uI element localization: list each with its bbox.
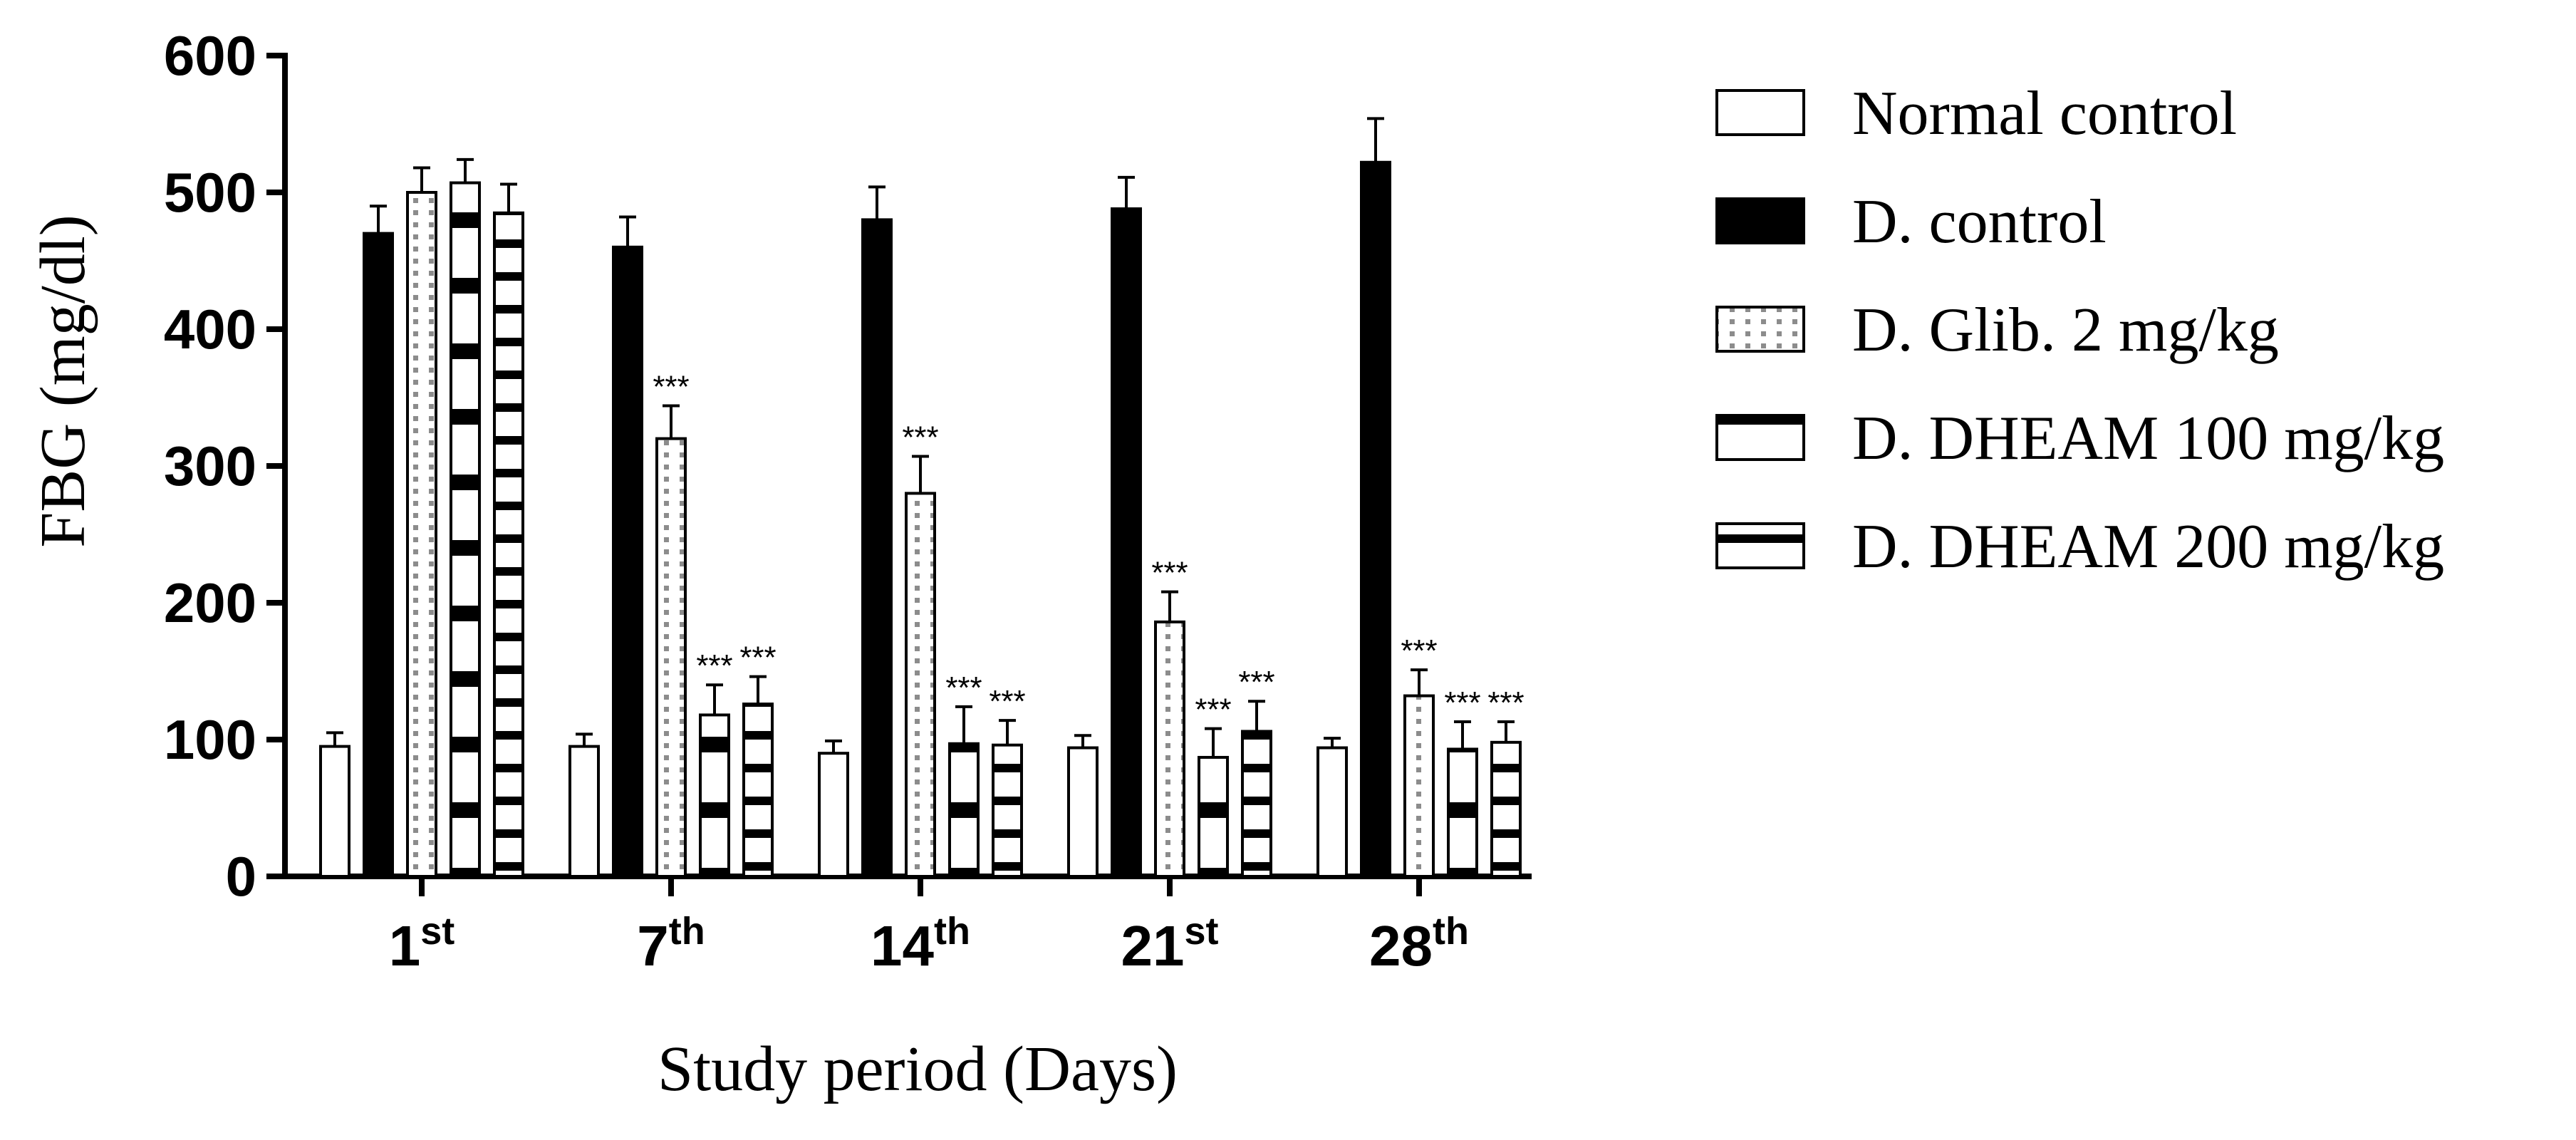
bar-plain: [1067, 746, 1099, 879]
significance-marker: ***: [989, 684, 1025, 719]
bar-plain: [818, 752, 849, 878]
y-tick-label: 600: [164, 24, 256, 87]
legend: Normal control D. control D. Glib. 2 mg/kg…: [1715, 79, 2444, 581]
significance-marker: ***: [653, 370, 689, 405]
x-tick-label: 1st: [389, 910, 455, 978]
bar-dots: [1403, 694, 1435, 878]
bar-plain: [1316, 746, 1348, 879]
legend-swatch-blocks: [1715, 414, 1805, 461]
bar-plain: [319, 745, 350, 878]
bar-solid: [1360, 160, 1391, 878]
bar-stripes: [1241, 730, 1272, 878]
bar-dots: [905, 492, 936, 878]
legend-label: D. DHEAM 200 mg/kg: [1852, 512, 2444, 581]
legend-label: D. DHEAM 100 mg/kg: [1852, 404, 2444, 473]
x-tick-label: 7th: [637, 910, 705, 978]
legend-label: D. Glib. 2 mg/kg: [1852, 296, 2279, 365]
x-axis: 1st 7th 14th 21st 28th: [282, 874, 1532, 978]
significance-marker: ***: [1151, 556, 1188, 591]
significance-marker: ***: [739, 641, 776, 675]
bars-layer: [319, 160, 1522, 879]
bar-blocks: [699, 713, 730, 878]
x-tick-label: 28th: [1369, 910, 1469, 978]
bar-stripes: [992, 743, 1023, 879]
bar-blocks: [1198, 755, 1229, 878]
y-tick-label: 0: [226, 845, 256, 908]
x-tick-label: 14th: [871, 910, 970, 978]
significance-marker: ***: [1195, 693, 1231, 727]
y-tick-label: 300: [164, 435, 256, 497]
significance-marker: ***: [945, 670, 982, 705]
bar-stripes: [493, 211, 524, 878]
significance-marker: ***: [902, 420, 938, 455]
bar-dots: [1154, 620, 1185, 878]
legend-swatch-stripes: [1715, 522, 1805, 569]
error-bars-layer: [326, 117, 1515, 757]
legend-swatch-dots: [1715, 306, 1805, 353]
significance-marker: ***: [1401, 633, 1437, 668]
legend-swatch-plain: [1715, 89, 1805, 136]
bar-solid: [861, 218, 893, 878]
legend-label: D. control: [1852, 187, 2107, 256]
significance-marker: ***: [1487, 685, 1524, 720]
bar-stripes: [1490, 740, 1522, 878]
y-tick-label: 100: [164, 708, 256, 771]
y-tick-label: 500: [164, 161, 256, 224]
y-tick-label: 200: [164, 571, 256, 634]
bar-solid: [1111, 207, 1142, 879]
bar-blocks: [1447, 747, 1478, 878]
significance-marker: ***: [1444, 685, 1480, 720]
significance-layer: ****** ********* ****************** ***: [653, 370, 1524, 727]
x-axis-title: Study period (Days): [658, 1034, 1178, 1104]
y-tick-label: 400: [164, 298, 256, 361]
significance-marker: ***: [696, 648, 732, 683]
bar-stripes: [742, 703, 774, 879]
bar-blocks: [450, 181, 481, 878]
bar-dots: [406, 191, 437, 878]
y-axis-title: FBG (mg/dl): [28, 214, 98, 548]
legend-swatch-solid: [1715, 197, 1805, 244]
significance-marker: ***: [1238, 665, 1274, 700]
legend-label: Normal control: [1852, 79, 2237, 148]
x-tick-label: 21st: [1121, 910, 1219, 978]
bar-solid: [363, 232, 394, 879]
y-axis: 0 100 200 300 400 500 600: [164, 24, 288, 908]
bar-dots: [655, 437, 687, 878]
bar-blocks: [948, 742, 980, 879]
bar-solid: [612, 245, 643, 878]
bar-plain: [568, 745, 600, 878]
